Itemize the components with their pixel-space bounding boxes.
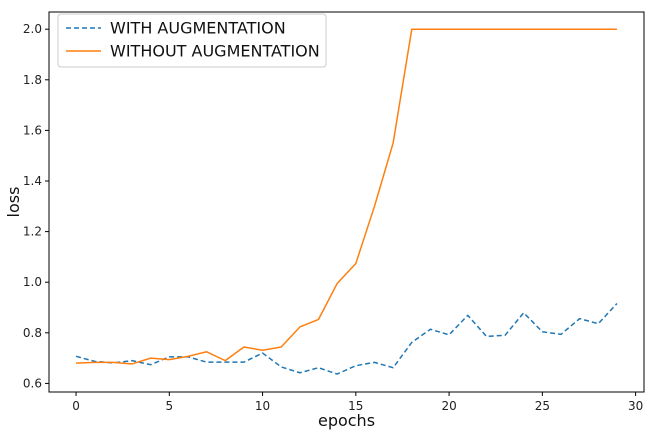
y-tick-label: 1.4 (23, 174, 42, 188)
x-tick-label: 0 (72, 399, 80, 413)
x-tick-label: 5 (165, 399, 173, 413)
y-axis: 0.6 0.8 1.0 1.2 1.4 1.6 1.8 2.0 (23, 22, 49, 390)
y-axis-label: loss (4, 187, 23, 218)
plot-area (48, 11, 645, 393)
y-tick-label: 1.0 (23, 275, 42, 289)
legend-box (57, 13, 327, 68)
series-line-with-augmentation (75, 302, 618, 375)
legend: WITH AUGMENTATION WITHOUT AUGMENTATION (57, 13, 327, 68)
x-tick-label: 15 (348, 399, 363, 413)
y-tick-label: 1.6 (23, 123, 42, 137)
legend-label-with-augmentation: WITH AUGMENTATION (110, 19, 286, 38)
x-tick-label: 30 (628, 399, 643, 413)
y-tick-label: 1.8 (23, 73, 42, 87)
series-layer (75, 28, 618, 375)
x-tick-label: 20 (441, 399, 456, 413)
y-tick-label: 2.0 (23, 22, 42, 36)
x-tick-label: 10 (255, 399, 270, 413)
y-tick-label: 1.2 (23, 225, 42, 239)
x-axis-label: epochs (318, 411, 375, 430)
x-axis: 0 5 10 15 20 25 30 (72, 392, 643, 413)
y-tick-label: 0.6 (23, 376, 42, 390)
series-line-without-augmentation (76, 28, 617, 365)
legend-label-without-augmentation: WITHOUT AUGMENTATION (110, 42, 320, 61)
x-tick-label: 25 (535, 399, 550, 413)
y-tick-label: 0.8 (23, 326, 42, 340)
